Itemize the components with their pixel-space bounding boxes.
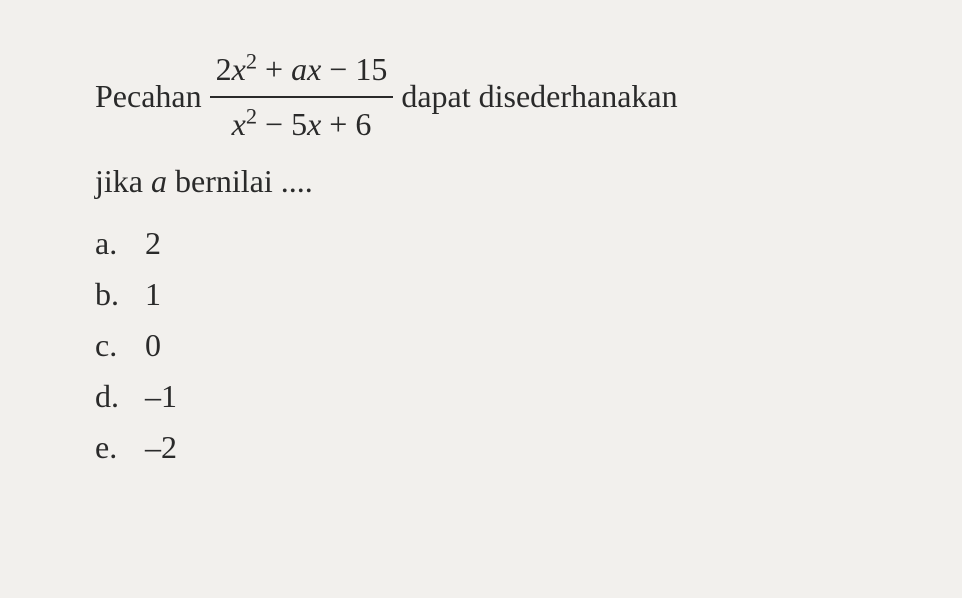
- option-c: c. 0: [95, 323, 867, 368]
- q-prefix: Pecahan: [95, 74, 202, 119]
- fraction-line: [210, 96, 394, 98]
- question-line-1: Pecahan 2x2 + ax − 15 x2 − 5x + 6 dapat …: [95, 45, 867, 149]
- option-value: –2: [145, 425, 177, 470]
- option-letter: a.: [95, 221, 145, 266]
- question-line-2: jika a bernilai ....: [95, 159, 867, 204]
- q-suffix: dapat disederhanakan: [401, 74, 677, 119]
- option-d: d. –1: [95, 374, 867, 419]
- option-a: a. 2: [95, 221, 867, 266]
- denominator: x2 − 5x + 6: [226, 100, 378, 149]
- option-b: b. 1: [95, 272, 867, 317]
- option-value: –1: [145, 374, 177, 419]
- option-e: e. –2: [95, 425, 867, 470]
- fraction: 2x2 + ax − 15 x2 − 5x + 6: [210, 45, 394, 149]
- option-letter: b.: [95, 272, 145, 317]
- option-letter: d.: [95, 374, 145, 419]
- option-letter: e.: [95, 425, 145, 470]
- option-letter: c.: [95, 323, 145, 368]
- numerator: 2x2 + ax − 15: [210, 45, 394, 94]
- option-value: 1: [145, 272, 161, 317]
- option-value: 0: [145, 323, 161, 368]
- option-value: 2: [145, 221, 161, 266]
- question-block: Pecahan 2x2 + ax − 15 x2 − 5x + 6 dapat …: [0, 0, 962, 520]
- options-list: a. 2 b. 1 c. 0 d. –1 e. –2: [95, 221, 867, 469]
